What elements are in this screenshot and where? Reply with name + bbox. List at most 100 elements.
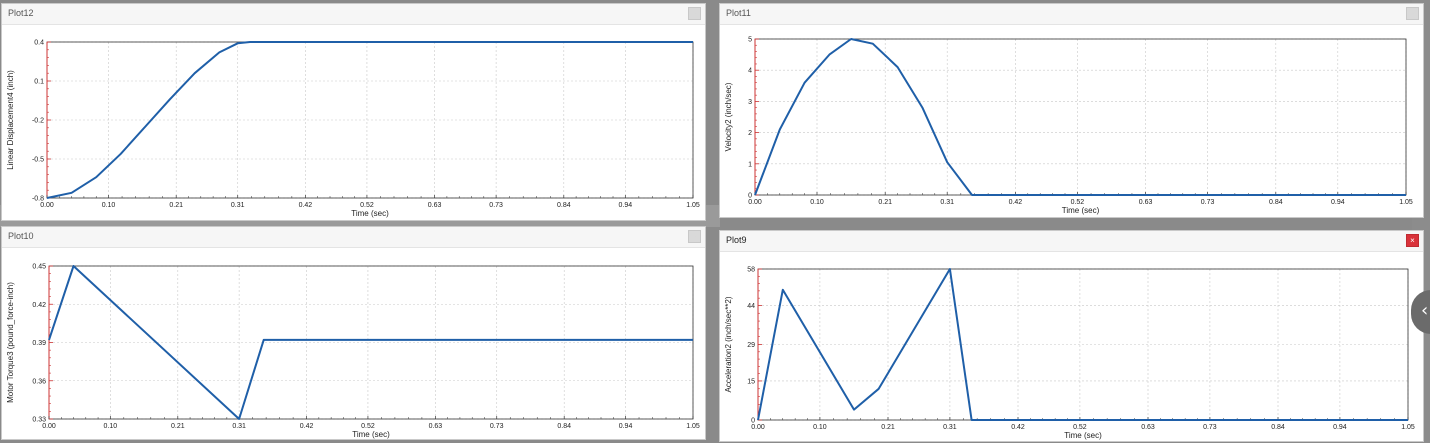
- x-axis-label: Time (sec): [352, 430, 390, 439]
- series-line: [757, 268, 1408, 421]
- x-tick-label: 0.31: [231, 202, 245, 209]
- y-tick-label: -0.5: [32, 157, 44, 164]
- line-chart: 0.00 0.10 0.21 0.31 0.42 0.52 0.63 0.73 0.84 0.94…: [6, 40, 700, 219]
- x-tick-label: 0.84: [1271, 424, 1285, 431]
- line-chart: 0.00 0.10 0.21 0.31 0.42 0.52 0.63 0.73 0.84 0.94…: [724, 267, 1415, 441]
- y-tick-label: 44: [747, 303, 755, 310]
- y-tick-label: 15: [747, 378, 755, 385]
- y-tick-label: 1: [748, 161, 752, 168]
- x-tick-label: 0.94: [1331, 199, 1345, 206]
- close-button[interactable]: ×: [688, 7, 701, 20]
- y-tick-label: -0.2: [32, 118, 44, 125]
- y-tick-label: 0.33: [32, 417, 46, 424]
- plot-window-plot10: Plot10 × 0.00 0.10 0.21 0.31 0.42 0.52 0.63 0.7…: [1, 226, 706, 440]
- window-title: Plot12: [8, 8, 34, 18]
- x-tick-label: 0.52: [360, 202, 374, 209]
- x-axis-label: Time (sec): [1062, 206, 1100, 215]
- y-tick-label: 0.36: [32, 378, 46, 385]
- x-tick-label: 0.94: [619, 202, 633, 209]
- x-tick-label: 0.31: [943, 424, 957, 431]
- y-tick-label: 5: [748, 37, 752, 44]
- x-tick-label: 0.84: [1269, 199, 1283, 206]
- x-tick-label: 0.31: [232, 423, 246, 430]
- x-tick-label: 0.73: [1203, 424, 1217, 431]
- x-tick-label: 0.31: [940, 199, 954, 206]
- x-tick-label: 0.10: [102, 202, 116, 209]
- x-tick-label: 0.42: [299, 202, 313, 209]
- x-tick-label: 0.21: [169, 202, 183, 209]
- window-titlebar[interactable]: Plot12 ×: [2, 4, 705, 25]
- y-tick-label: 4: [748, 68, 752, 75]
- x-tick-label: 0.00: [40, 202, 54, 209]
- chevron-left-icon: ‹: [1421, 300, 1429, 321]
- x-tick-label: 0.10: [810, 199, 824, 206]
- x-tick-label: 0.63: [429, 423, 443, 430]
- window-title: Plot10: [8, 231, 34, 241]
- y-tick-label: 58: [747, 267, 755, 274]
- x-tick-label: 0.42: [1011, 424, 1025, 431]
- x-tick-label: 0.63: [1141, 424, 1155, 431]
- y-tick-label: 0: [748, 193, 752, 200]
- x-tick-label: 0.73: [490, 423, 504, 430]
- y-tick-label: 0.1: [34, 79, 44, 86]
- line-chart: 0.00 0.10 0.21 0.31 0.42 0.52 0.63 0.73 0.84 0.94…: [724, 37, 1413, 216]
- window-titlebar[interactable]: Plot11 ×: [720, 4, 1423, 25]
- series-line: [48, 265, 693, 420]
- x-tick-label: 1.05: [686, 202, 700, 209]
- x-tick-label: 0.21: [171, 423, 185, 430]
- x-tick-label: 0.73: [1201, 199, 1215, 206]
- close-button[interactable]: ×: [1406, 7, 1419, 20]
- x-tick-label: 0.94: [1333, 424, 1347, 431]
- series-line: [754, 38, 1406, 196]
- y-tick-label: 3: [748, 99, 752, 106]
- x-tick-label: 0.73: [489, 202, 503, 209]
- y-tick-label: 29: [747, 342, 755, 349]
- y-tick-label: 0.42: [32, 302, 46, 309]
- x-tick-label: 0.84: [557, 202, 571, 209]
- window-title: Plot11: [726, 8, 751, 18]
- x-tick-label: 0.52: [1071, 199, 1085, 206]
- x-tick-label: 0.52: [361, 423, 375, 430]
- window-titlebar[interactable]: Plot10 ×: [2, 227, 705, 248]
- close-button[interactable]: ×: [1406, 234, 1419, 247]
- series-line: [46, 41, 693, 199]
- x-axis-label: Time (sec): [1064, 431, 1102, 440]
- x-tick-label: 1.05: [686, 423, 700, 430]
- x-tick-label: 0.42: [1009, 199, 1023, 206]
- x-tick-label: 0.00: [42, 423, 56, 430]
- x-tick-label: 0.84: [557, 423, 571, 430]
- side-scroll-handle[interactable]: ‹: [1411, 290, 1430, 334]
- plot-window-plot12: Plot12 × 0.00 0.10 0.21 0.31 0.42 0.52 0.63 0.7…: [1, 3, 706, 221]
- x-tick-label: 0.21: [881, 424, 895, 431]
- x-tick-label: 0.00: [751, 424, 765, 431]
- x-tick-label: 0.63: [428, 202, 442, 209]
- close-button[interactable]: ×: [688, 230, 701, 243]
- y-axis-label: Linear Displacement4 (inch): [6, 70, 15, 170]
- y-axis-label: Motor Torque3 (pound_force-inch): [6, 282, 15, 403]
- x-tick-label: 1.05: [1401, 424, 1415, 431]
- window-titlebar[interactable]: Plot9 ×: [720, 231, 1423, 252]
- y-tick-label: 0.45: [32, 264, 46, 271]
- x-tick-label: 0.10: [813, 424, 827, 431]
- plot-window-plot9: Plot9 × 0.00 0.10 0.21 0.31 0.42 0.52 0.63 0.73…: [719, 230, 1424, 442]
- y-axis-label: Acceleration2 (inch/sec**2): [724, 296, 733, 392]
- x-tick-label: 0.94: [619, 423, 633, 430]
- y-tick-label: 2: [748, 130, 752, 137]
- x-axis-label: Time (sec): [351, 209, 389, 218]
- x-tick-label: 0.42: [300, 423, 314, 430]
- x-tick-label: 0.21: [878, 199, 892, 206]
- plot-frame: [754, 38, 1407, 196]
- x-tick-label: 0.63: [1139, 199, 1153, 206]
- x-tick-label: 1.05: [1399, 199, 1413, 206]
- x-tick-label: 0.00: [748, 199, 762, 206]
- y-axis-label: Velocity2 (inch/sec): [724, 82, 733, 151]
- y-tick-label: 0.4: [34, 40, 44, 47]
- y-tick-label: 0: [751, 418, 755, 425]
- plot-window-plot11: Plot11 × 0.00 0.10 0.21 0.31 0.42 0.52 0.63 0.7…: [719, 3, 1424, 218]
- x-tick-label: 0.10: [104, 423, 118, 430]
- y-tick-label: 0.39: [32, 340, 46, 347]
- x-tick-label: 0.52: [1073, 424, 1087, 431]
- y-tick-label: -0.8: [32, 196, 44, 203]
- window-title: Plot9: [726, 235, 747, 245]
- line-chart: 0.00 0.10 0.21 0.31 0.42 0.52 0.63 0.73 0.84 0.94…: [6, 264, 700, 440]
